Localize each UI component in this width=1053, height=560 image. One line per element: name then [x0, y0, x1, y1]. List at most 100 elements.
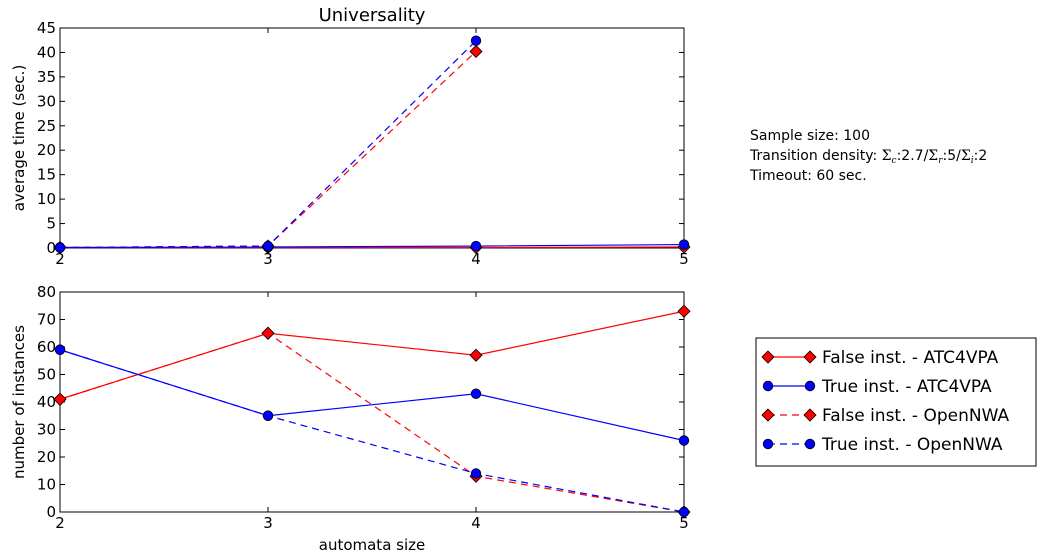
legend-entry-false-inst-opennwa: False inst. - OpenNWA: [761, 406, 1009, 426]
legend-label: False inst. - OpenNWA: [822, 406, 1009, 426]
instances-plot-frame: [59, 291, 685, 513]
instances-point-true-inst-opennwa: [262, 410, 274, 421]
legend-label: False inst. - ATC4VPA: [822, 348, 999, 368]
instances-point-true-inst-opennwa: [54, 344, 66, 355]
time-y-axis-label: average time (sec.): [10, 65, 28, 212]
instances-point-false-inst-atc4vpa: [677, 304, 691, 318]
instances-x-tick-label: 3: [263, 514, 273, 532]
instances-point-true-inst-opennwa: [470, 468, 482, 479]
time-line-true-inst-atc4vpa: [59, 243, 685, 249]
instances-y-tick-label: 40: [37, 393, 56, 411]
instances-series-true-inst-atc4vpa: [54, 344, 690, 446]
subscript-c: c: [892, 156, 897, 166]
legend-entry-false-inst-atc4vpa: False inst. - ATC4VPA: [761, 348, 999, 368]
legend-marker: [804, 438, 816, 450]
instances-x-tick-label: 2: [55, 514, 65, 532]
instances-y-tick-label: 50: [37, 366, 56, 384]
instances-y-tick-label: 0: [46, 503, 56, 521]
time-y-tick-label: 10: [37, 190, 56, 208]
time-x-tick-label: 5: [679, 250, 689, 268]
transition-density-prefix: Transition density:: [749, 148, 882, 164]
legend-entry-true-inst-opennwa: True inst. - OpenNWA: [762, 435, 1003, 455]
legend-marker: [803, 408, 817, 422]
subscript-i: i: [971, 156, 974, 166]
instances-series-false-inst-opennwa: [53, 326, 691, 519]
legend-label: True inst. - ATC4VPA: [821, 377, 992, 397]
legend-box: [755, 337, 1037, 467]
instances-point-true-inst-atc4vpa: [470, 388, 482, 399]
instances-point-false-inst-opennwa: [261, 326, 275, 340]
legend-marker: [762, 438, 774, 450]
time-series-false-inst-opennwa: [53, 44, 483, 255]
instances-point-true-inst-opennwa: [678, 506, 690, 518]
chart-title: Universality: [319, 5, 426, 26]
time-y-tick-label: 5: [46, 215, 56, 233]
instances-line-false-inst-atc4vpa: [59, 310, 685, 400]
instances-x-tick-label: 5: [679, 514, 689, 532]
instances-line-true-inst-atc4vpa: [59, 349, 685, 442]
instances-series-true-inst-opennwa: [54, 344, 690, 518]
time-series-group: [53, 35, 691, 255]
instances-x-tick-label: 4: [471, 514, 481, 532]
time-y-tick-label: 45: [37, 19, 56, 37]
instances-line-false-inst-opennwa: [59, 332, 685, 513]
instances-y-tick-label: 80: [37, 283, 56, 301]
timeout-note: Timeout: 60 sec.: [749, 168, 867, 184]
instances-point-false-inst-opennwa: [53, 392, 67, 406]
instances-point-true-inst-atc4vpa: [678, 435, 690, 446]
time-y-tick-label: 20: [37, 141, 56, 159]
experiment-notes: Sample size: 100 Transition density: Σc:…: [749, 128, 987, 184]
time-series-true-inst-atc4vpa: [54, 239, 690, 253]
time-y-tick-label: 35: [37, 68, 56, 86]
time-line-false-inst-opennwa: [59, 51, 477, 249]
subscript-r: r: [938, 156, 943, 166]
instances-series-false-inst-atc4vpa: [53, 304, 691, 406]
time-plot-frame: [59, 27, 685, 249]
legend: False inst. - ATC4VPA True inst. - ATC4VP…: [755, 337, 1037, 467]
instances-y-tick-label: 30: [37, 421, 56, 439]
x-axis-label: automata size: [319, 536, 426, 554]
instances-y-tick-label: 70: [37, 311, 56, 329]
legend-label: True inst. - OpenNWA: [821, 435, 1003, 455]
transition-density-note: Transition density: Σc:2.7/Σr:5/Σi:2: [749, 148, 987, 166]
legend-marker: [761, 350, 775, 364]
density-c-value: :2.7/: [897, 148, 929, 164]
instances-series-group: [53, 304, 691, 519]
time-y-tick-label: 40: [37, 43, 56, 61]
legend-marker: [803, 350, 817, 364]
sigma-symbol: Σ: [961, 148, 971, 164]
time-point-false-inst-opennwa: [469, 44, 483, 59]
time-point-true-inst-atc4vpa: [470, 240, 482, 252]
legend-marker: [761, 408, 775, 422]
sigma-symbol: Σ: [928, 148, 938, 164]
time-point-true-inst-opennwa: [470, 35, 482, 46]
density-r-value: :5/: [943, 148, 962, 164]
legend-marker: [804, 380, 816, 392]
time-series-true-inst-opennwa: [54, 35, 482, 253]
legend-marker: [762, 380, 774, 392]
instances-y-tick-label: 60: [37, 338, 56, 356]
time-point-true-inst-atc4vpa: [678, 239, 690, 250]
time-x-tick-label: 2: [55, 250, 65, 268]
time-point-true-inst-opennwa: [262, 240, 274, 252]
legend-entry-true-inst-atc4vpa: True inst. - ATC4VPA: [762, 377, 992, 397]
sigma-symbol: Σ: [882, 148, 892, 164]
time-line-true-inst-opennwa: [59, 40, 477, 249]
time-y-tick-label: 25: [37, 117, 56, 135]
time-y-tick-label: 0: [46, 239, 56, 257]
instances-y-tick-label: 10: [37, 476, 56, 494]
instances-line-true-inst-opennwa: [59, 349, 685, 513]
instances-point-false-inst-atc4vpa: [469, 348, 483, 362]
sample-size-note: Sample size: 100: [750, 128, 870, 144]
density-i-value: :2: [974, 148, 988, 164]
time-x-tick-label: 3: [263, 250, 273, 268]
time-point-true-inst-opennwa: [54, 242, 66, 253]
instances-y-axis-label: number of instances: [10, 325, 28, 479]
time-y-tick-label: 30: [37, 92, 56, 110]
time-y-tick-label: 15: [37, 166, 56, 184]
